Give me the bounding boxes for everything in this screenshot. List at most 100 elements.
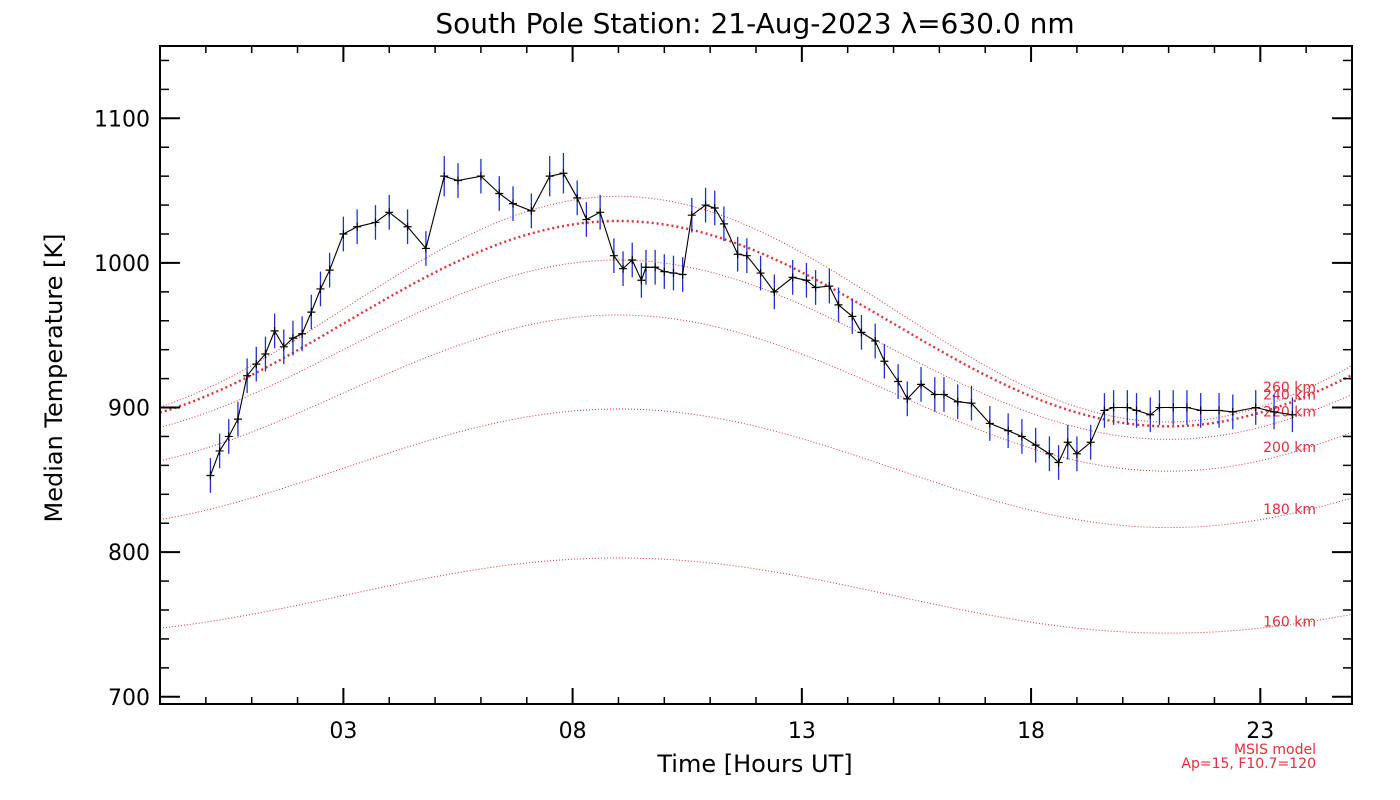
data-point <box>1123 403 1132 412</box>
data-point <box>770 287 779 296</box>
data-point <box>802 276 811 285</box>
data-point <box>495 189 504 198</box>
data-point <box>206 471 215 480</box>
model-label-200km: 200 km <box>1263 440 1316 456</box>
data-point <box>609 251 618 260</box>
plot-frame <box>159 45 1353 705</box>
data-point <box>903 394 912 403</box>
data-point <box>243 371 252 380</box>
data-point <box>719 219 728 228</box>
data-point <box>1270 407 1279 416</box>
x-tick-label: 03 <box>329 719 357 744</box>
data-point <box>939 390 948 399</box>
x-tick-label: 08 <box>559 719 587 744</box>
model-curve-260km <box>159 195 1353 423</box>
data-point <box>545 172 554 181</box>
data-point <box>825 282 834 291</box>
data-point <box>710 203 719 212</box>
data-point <box>834 300 843 309</box>
data-point <box>637 276 646 285</box>
data-point <box>1031 441 1040 450</box>
model-label-240km: 240 km <box>1263 387 1316 403</box>
y-axis-label: Median Temperature [K] <box>40 233 68 522</box>
data-point <box>1215 406 1224 415</box>
data-point <box>385 208 394 217</box>
data-point <box>857 328 866 337</box>
data-point <box>953 397 962 406</box>
data-point <box>733 250 742 259</box>
data-point <box>403 222 412 231</box>
data-point <box>917 380 926 389</box>
data-point <box>1196 406 1205 415</box>
data-point <box>252 360 261 369</box>
data-point <box>660 267 669 276</box>
chart-title: South Pole Station: 21-Aug-2023 λ=630.0 … <box>435 7 1074 40</box>
data-point <box>1063 438 1072 447</box>
data-point <box>1100 406 1109 415</box>
data-point <box>1004 426 1013 435</box>
footnote-model: MSIS model <box>1234 742 1316 758</box>
data-point <box>316 284 325 293</box>
y-tick-label: 700 <box>108 686 150 711</box>
data-point <box>215 446 224 455</box>
data-point <box>339 230 348 238</box>
data-point <box>894 377 903 386</box>
data-point <box>985 419 994 428</box>
series-line <box>209 172 1293 476</box>
data-point <box>1109 403 1118 412</box>
data-point <box>288 334 297 343</box>
data-point <box>701 201 710 210</box>
data-point <box>1132 406 1141 415</box>
x-tick-label: 23 <box>1246 719 1274 744</box>
x-tick-label: 13 <box>788 719 816 744</box>
data-point <box>742 251 751 260</box>
data-point <box>628 256 637 265</box>
data-point <box>1017 432 1026 441</box>
data-point <box>678 270 687 279</box>
data-point <box>298 329 307 338</box>
model-curve-180km <box>159 408 1353 529</box>
data-point <box>573 193 582 202</box>
data-point <box>596 208 605 217</box>
model-curve-220km <box>159 259 1353 440</box>
data-point <box>440 172 449 181</box>
data-point <box>454 176 462 185</box>
data-point <box>559 169 568 178</box>
data-point <box>619 264 628 273</box>
data-point <box>1054 458 1063 467</box>
y-tick-label: 800 <box>108 541 150 566</box>
data-point <box>279 342 288 351</box>
data-point <box>669 269 678 278</box>
data-point <box>1155 403 1164 412</box>
data-point <box>582 215 591 224</box>
data-series <box>206 153 1297 493</box>
data-point <box>880 357 889 366</box>
data-point <box>353 222 362 231</box>
y-tick-label: 900 <box>108 397 150 422</box>
data-point <box>325 266 334 275</box>
model-label-160km: 160 km <box>1263 614 1316 630</box>
data-point <box>756 269 765 278</box>
data-point <box>233 415 242 424</box>
data-point <box>1251 403 1260 412</box>
y-tick-label: 1100 <box>94 107 150 132</box>
y-tick-label: 1000 <box>94 252 150 277</box>
data-point <box>1146 410 1155 419</box>
data-point <box>371 218 380 227</box>
data-point <box>307 308 316 317</box>
data-point <box>788 273 797 282</box>
data-point <box>1072 449 1081 458</box>
data-point <box>224 432 233 441</box>
model-curve-240km <box>159 219 1353 428</box>
data-point <box>270 326 279 335</box>
data-point <box>1228 407 1237 416</box>
data-point <box>476 172 485 181</box>
model-label-180km: 180 km <box>1263 502 1316 518</box>
data-point <box>261 350 270 359</box>
data-point <box>871 337 880 346</box>
data-point <box>421 244 430 253</box>
data-point <box>1086 438 1095 447</box>
model-curve-200km <box>159 314 1353 472</box>
data-point <box>509 199 518 208</box>
